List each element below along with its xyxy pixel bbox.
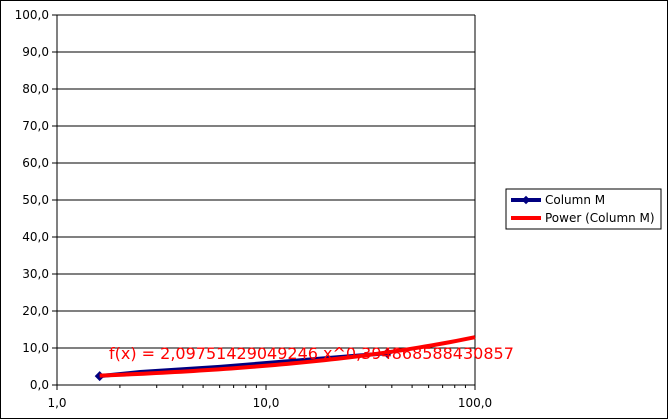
trendline-equation: f(x) = 2,09751429049246 x^0,394868588430… bbox=[109, 344, 514, 363]
y-tick-label: 40,0 bbox=[22, 230, 49, 244]
y-tick-label: 0,0 bbox=[30, 378, 49, 392]
y-tick-label: 90,0 bbox=[22, 45, 49, 59]
legend: Column M Power (Column M) bbox=[505, 188, 662, 230]
y-tick-label: 20,0 bbox=[22, 304, 49, 318]
trendline-power bbox=[99, 335, 476, 378]
y-tick-label: 70,0 bbox=[22, 119, 49, 133]
y-tick-label: 10,0 bbox=[22, 341, 49, 355]
legend-box bbox=[505, 188, 662, 230]
y-tick-label: 100,0 bbox=[15, 8, 49, 22]
x-tick-label: 1,0 bbox=[47, 396, 66, 410]
y-tick-label: 30,0 bbox=[22, 267, 49, 281]
legend-label-power: Power (Column M) bbox=[545, 211, 655, 225]
y-tick-label: 60,0 bbox=[22, 156, 49, 170]
x-tick-label: 10,0 bbox=[253, 396, 280, 410]
x-tick-label: 100,0 bbox=[458, 396, 492, 410]
y-tick-label: 50,0 bbox=[22, 193, 49, 207]
legend-label-column-m: Column M bbox=[545, 193, 605, 207]
y-tick-label: 80,0 bbox=[22, 82, 49, 96]
